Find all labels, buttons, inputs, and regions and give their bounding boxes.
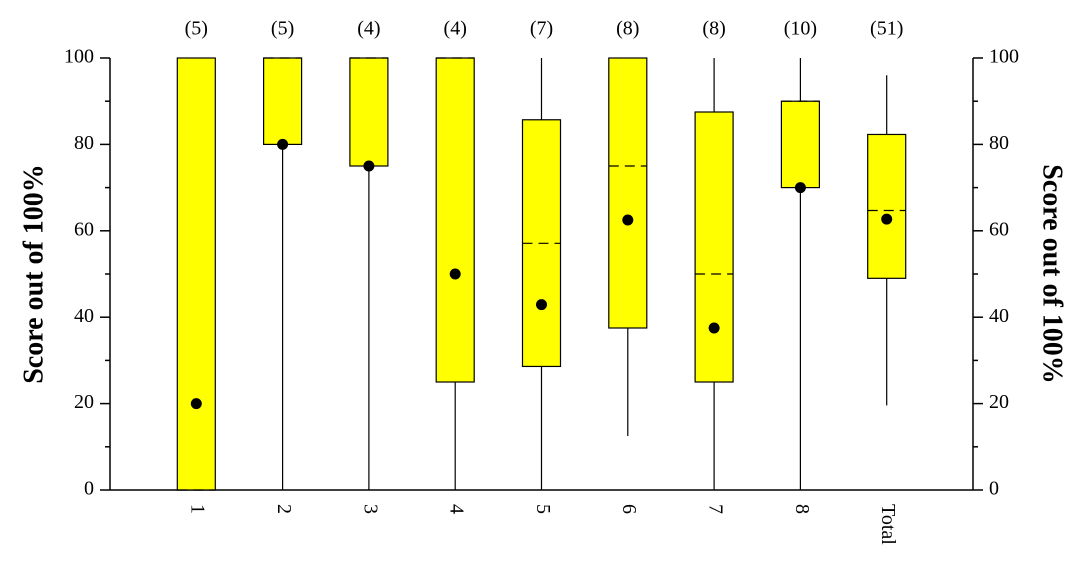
box: [608, 57, 648, 329]
y2-tick-label: 0: [989, 478, 999, 500]
count-label: (5): [271, 18, 294, 40]
mean-dot: [881, 213, 893, 225]
count-label: (5): [185, 18, 208, 40]
x-tick-label: 1: [187, 504, 209, 514]
count-label: (8): [616, 18, 639, 40]
y-axis-title: Score out of 100%: [18, 164, 49, 384]
mean-dot: [708, 322, 720, 334]
box: [435, 57, 475, 383]
x-tick-label: 2: [273, 504, 295, 514]
mean-dot: [536, 299, 547, 311]
y-tick-label: 100: [64, 46, 94, 68]
mean-dot: [277, 138, 289, 150]
box: [867, 133, 907, 279]
box: [780, 100, 821, 189]
y-tick-label: 60: [74, 218, 94, 240]
x-tick-label: 7: [705, 504, 727, 514]
y-tick-label: 20: [74, 391, 94, 413]
count-label: (10): [784, 18, 817, 40]
y-tick-label: 40: [74, 305, 94, 327]
y2-tick-label: 80: [989, 132, 1009, 154]
y2-tick-label: 40: [989, 305, 1009, 327]
box: [694, 111, 734, 383]
x-tick-label: 6: [618, 504, 640, 514]
x-tick-label: 4: [446, 504, 468, 514]
count-label: (7): [530, 18, 553, 40]
count-label: (8): [702, 18, 725, 40]
x-tick-label: Total: [877, 504, 899, 545]
y2-axis-title: Score out of 100%: [1037, 164, 1068, 384]
x-tick-label: 3: [359, 504, 381, 514]
mean-dot: [622, 214, 634, 226]
mean-dot: [363, 160, 375, 172]
count-label: (4): [357, 18, 380, 40]
box: [176, 57, 216, 491]
count-label: (4): [444, 18, 467, 40]
x-tick-label: 8: [791, 504, 813, 514]
box: [263, 57, 303, 146]
y-tick-label: 80: [74, 132, 94, 154]
y2-tick-label: 100: [989, 46, 1019, 68]
mean-dot: [190, 398, 202, 410]
mean-dot: [794, 182, 806, 194]
y2-tick-label: 60: [989, 218, 1009, 240]
mean-dot: [449, 268, 461, 280]
count-label: (51): [870, 18, 903, 40]
box: [349, 57, 389, 167]
y2-tick-label: 20: [989, 391, 1009, 413]
x-tick-label: 5: [532, 504, 554, 514]
y-tick-label: 0: [84, 478, 94, 500]
